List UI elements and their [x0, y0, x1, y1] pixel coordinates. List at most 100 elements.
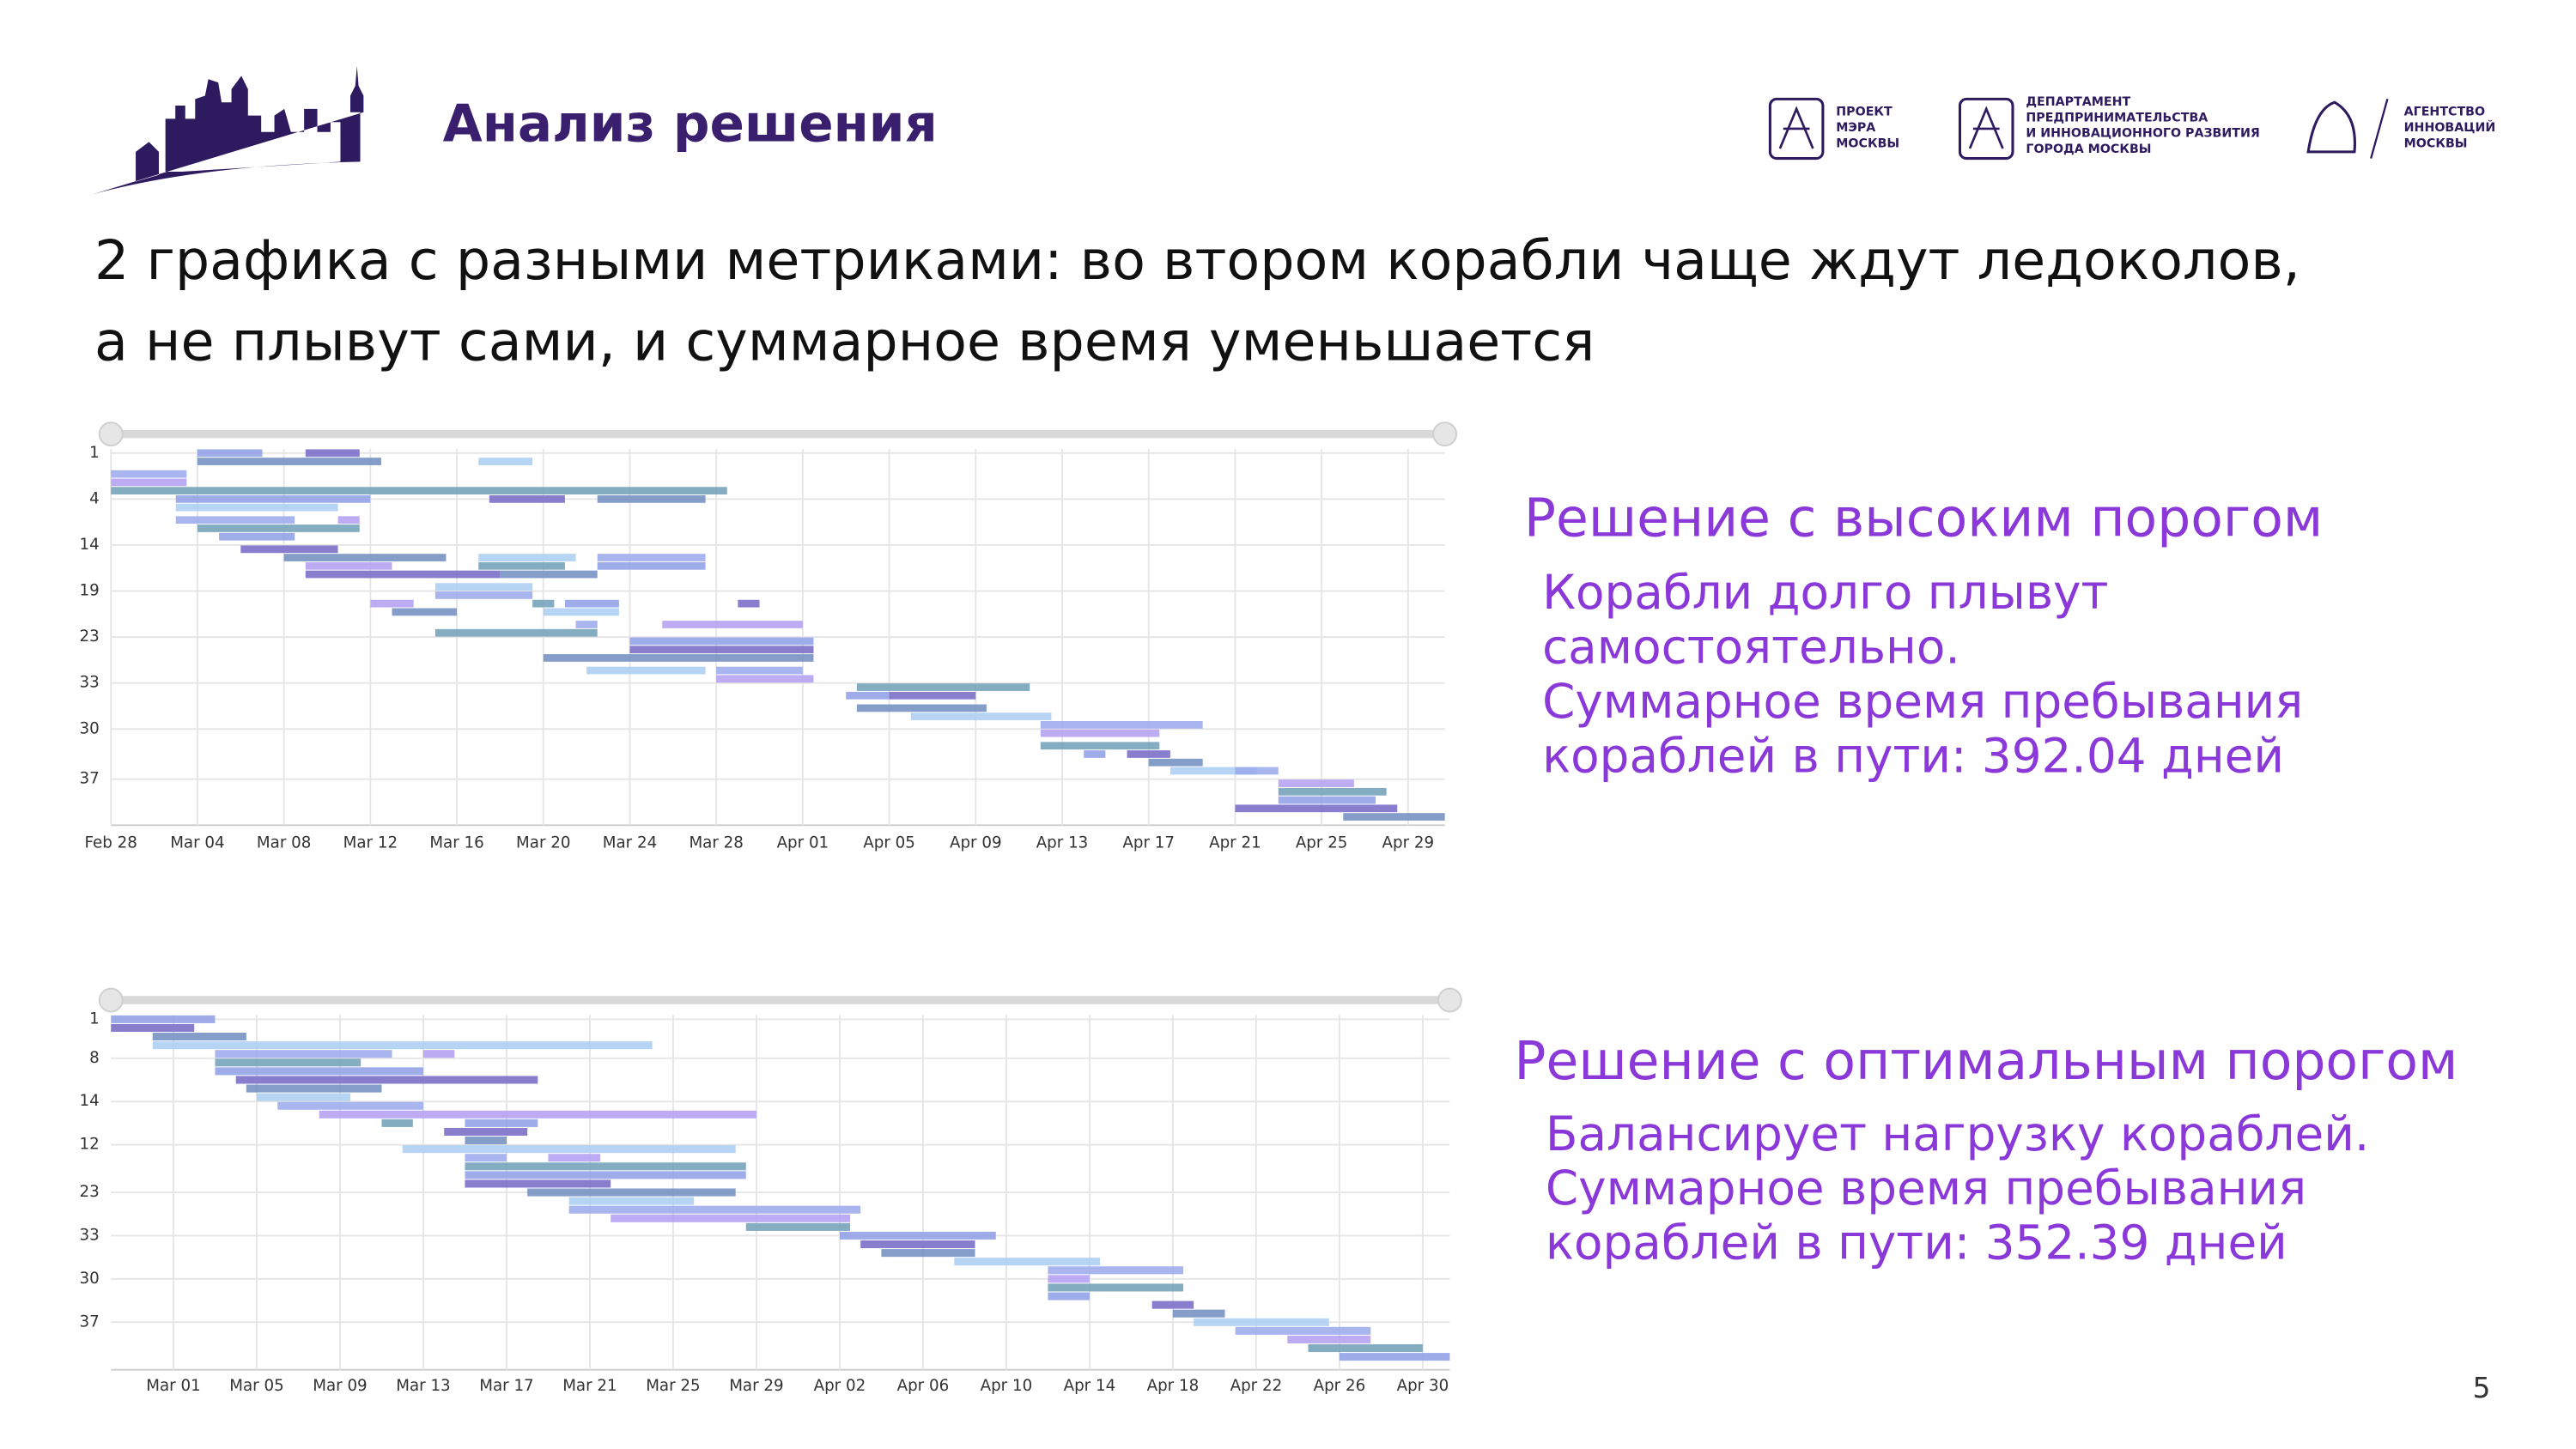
gantt-bar — [381, 1119, 413, 1127]
gantt-bar — [1343, 813, 1445, 821]
y-tick-label: 30 — [80, 719, 100, 737]
gantt-bar — [860, 1240, 975, 1249]
caption-line: Суммарное время пребывания — [1546, 1161, 2306, 1216]
gantt-bar — [1084, 750, 1106, 758]
logo-icon — [1968, 106, 2004, 149]
gantt-bar — [543, 654, 814, 662]
y-tick-label: 19 — [80, 582, 100, 600]
gantt-bar — [370, 599, 414, 608]
gantt-bar — [111, 478, 187, 487]
logo-text: МЭРА — [1836, 121, 1875, 135]
gantt-bar — [1278, 779, 1354, 787]
gantt-bar — [219, 532, 295, 541]
gantt-bar — [629, 637, 814, 646]
x-tick-label: Mar 29 — [729, 1377, 783, 1395]
x-tick-label: Mar 05 — [229, 1377, 283, 1395]
x-tick-label: Mar 24 — [603, 834, 657, 852]
gantt-bar — [434, 583, 533, 591]
gantt-bar — [152, 1041, 653, 1050]
gantt-bar — [215, 1050, 392, 1058]
logo-text: ПРЕДПРИНИМАТЕЛЬСТВА — [2026, 111, 2208, 124]
gantt-bar — [568, 1197, 695, 1205]
x-tick-label: Mar 04 — [170, 834, 224, 852]
gantt-bar — [197, 449, 263, 458]
gantt-bar — [478, 561, 565, 570]
gantt-bar — [1040, 721, 1203, 729]
caption-line: кораблей в пути: 352.39 дней — [1546, 1216, 2287, 1270]
gantt-bar — [1308, 1343, 1423, 1353]
gantt-bar — [392, 608, 458, 616]
gantt-bar — [422, 1050, 455, 1058]
caption-line: кораблей в пути: 392.04 дней — [1542, 728, 2284, 783]
gantt-bar — [1151, 1300, 1194, 1309]
y-tick-label: 14 — [80, 536, 100, 554]
gantt-bar — [1278, 796, 1376, 804]
gantt-bar — [1287, 1335, 1371, 1343]
gantt-bar — [527, 1188, 736, 1197]
logo-divider — [2370, 99, 2389, 159]
caption-line: Балансирует нагрузку кораблей. — [1546, 1106, 2369, 1161]
x-tick-label: Apr 21 — [1209, 834, 1261, 852]
y-tick-label: 37 — [80, 1313, 100, 1331]
gantt-bar — [856, 704, 987, 712]
y-tick-label: 23 — [80, 1183, 100, 1201]
gantt-bar — [1048, 1275, 1090, 1283]
gantt-bar — [1339, 1353, 1450, 1361]
caption-title: Решение с оптимальным порогом — [1514, 1030, 2458, 1092]
x-tick-label: Apr 10 — [981, 1377, 1033, 1395]
gantt-bar — [111, 1015, 216, 1023]
gantt-bar — [465, 1154, 507, 1162]
x-tick-label: Mar 12 — [343, 834, 398, 852]
caption-line: самостоятельно. — [1542, 620, 1960, 675]
y-tick-label: 14 — [80, 1092, 100, 1110]
x-tick-label: Mar 28 — [689, 834, 743, 852]
x-tick-label: Apr 26 — [1314, 1377, 1366, 1395]
gantt-bar — [881, 1249, 975, 1258]
x-tick-label: Apr 02 — [814, 1377, 866, 1395]
y-tick-label: 23 — [80, 627, 100, 646]
slider-handle — [1432, 421, 1458, 447]
gantt-bar — [1278, 787, 1387, 796]
logo-text: МОСКВЫ — [1836, 136, 1899, 150]
header-title: Анализ решения — [443, 95, 938, 155]
gantt-bar — [889, 691, 976, 700]
gantt-bar — [111, 1023, 195, 1033]
x-tick-label: Apr 30 — [1397, 1377, 1449, 1395]
gantt-bar — [305, 449, 360, 458]
gantt-bar — [465, 1137, 507, 1145]
gantt-bar — [1148, 758, 1203, 767]
x-tick-label: Apr 06 — [897, 1377, 950, 1395]
gantt-bar — [175, 494, 371, 503]
y-tick-label: 8 — [89, 1049, 100, 1067]
y-tick-label: 33 — [80, 1226, 100, 1244]
gantt-bar — [256, 1093, 351, 1101]
gantt-bar — [1235, 1326, 1371, 1335]
gantt-bar — [246, 1084, 382, 1093]
gantt-bar — [283, 554, 447, 561]
gantt-bar — [111, 487, 727, 495]
x-tick-label: Feb 28 — [85, 834, 137, 852]
logo-text: АГЕНТСТВО — [2404, 106, 2485, 119]
gantt-bar — [1127, 750, 1170, 758]
gantt-bar — [716, 666, 803, 675]
gantt-bar — [489, 494, 565, 503]
gantt-bar — [215, 1058, 361, 1067]
logo-texts: ПРОЕКТМЭРАМОСКВЫДЕПАРТАМЕНТПРЕДПРИНИМАТЕ… — [1836, 95, 2495, 156]
x-tick-label: Apr 25 — [1296, 834, 1348, 852]
x-tick-label: Apr 05 — [863, 834, 915, 852]
gantt-bar — [197, 458, 381, 465]
gantt-bar — [662, 621, 803, 628]
gantt-bar — [465, 1179, 611, 1188]
x-tick-label: Mar 08 — [257, 834, 311, 852]
logo-text: МОСКВЫ — [2404, 136, 2468, 150]
page-number: 5 — [2473, 1372, 2491, 1404]
gantt-bar — [1040, 742, 1160, 750]
gantt-bar — [597, 494, 706, 503]
x-tick-label: Apr 22 — [1230, 1377, 1283, 1395]
subtitle-line: 2 графика с разными метриками: во втором… — [94, 228, 2300, 292]
gantt-bar — [319, 1110, 756, 1119]
gantt-bar — [597, 561, 706, 570]
